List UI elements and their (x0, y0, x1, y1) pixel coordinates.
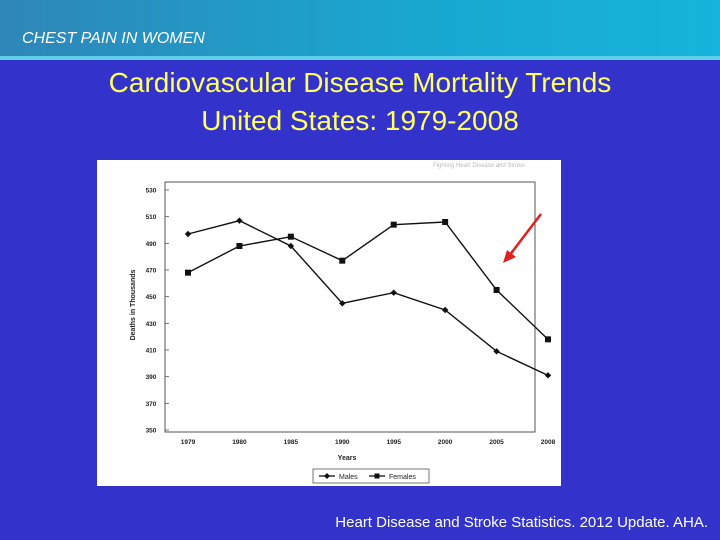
x-axis: 1979 1980 1985 1990 1995 2000 2005 2008 (181, 439, 556, 446)
y-axis: 530 510 490 470 450 430 410 390 370 350 (146, 188, 169, 435)
data-point-males (339, 300, 346, 307)
x-tick-label: 2008 (541, 439, 556, 446)
y-tick-label: 370 (146, 401, 157, 408)
y-tick-label: 510 (146, 214, 157, 221)
y-tick-label: 430 (146, 321, 157, 328)
title-line-1: Cardiovascular Disease Mortality Trends (108, 67, 612, 98)
y-tick-label: 450 (146, 294, 157, 301)
x-tick-label: 1985 (284, 439, 299, 446)
header-label: CHEST PAIN IN WOMEN (22, 30, 205, 47)
x-tick-label: 2005 (489, 439, 504, 446)
legend-label-females: Females (389, 474, 416, 481)
x-tick-label: 1979 (181, 439, 196, 446)
legend-marker-males (324, 473, 330, 479)
title-line-2: United States: 1979-2008 (201, 105, 519, 136)
y-tick-label: 470 (146, 268, 157, 275)
data-point-males (493, 348, 500, 355)
arrow-head (503, 250, 516, 263)
arrow-shaft (508, 213, 542, 257)
data-point-females (390, 221, 397, 228)
series-layer (184, 217, 552, 379)
plot-frame (164, 181, 536, 433)
data-point-males (184, 230, 192, 238)
data-point-females (442, 219, 449, 225)
data-point-males (441, 306, 449, 314)
x-axis-label: Years (338, 455, 357, 462)
data-point-males (390, 289, 397, 296)
header-bar (0, 0, 720, 56)
series-line-males (187, 219, 549, 376)
series-line-females (187, 221, 549, 340)
x-tick-label: 1980 (232, 439, 247, 446)
header-rule (0, 56, 720, 60)
data-point-males (236, 217, 243, 224)
slide-title: Cardiovascular Disease Mortality Trends … (0, 64, 720, 140)
red-arrow-annotation (503, 213, 542, 263)
data-point-females (339, 257, 346, 264)
legend-label-males: Males (339, 474, 358, 481)
y-tick-label: 490 (146, 241, 157, 248)
chart-panel: Fighting Heart Disease and Stroke 530 510… (97, 160, 561, 486)
data-point-females (545, 336, 551, 343)
data-point-females (493, 287, 500, 293)
y-tick-label: 350 (146, 428, 157, 435)
y-axis-label: Deaths in Thousands (130, 270, 137, 341)
chart-caption: Fighting Heart Disease and Stroke (433, 163, 525, 169)
data-point-females (236, 243, 243, 249)
y-tick-label: 390 (146, 374, 157, 381)
x-tick-label: 1990 (335, 439, 350, 446)
data-point-males (544, 372, 552, 379)
mortality-chart: Fighting Heart Disease and Stroke 530 510… (130, 163, 556, 484)
legend: Males Females (312, 468, 430, 484)
x-tick-label: 1995 (386, 439, 401, 446)
citation: Heart Disease and Stroke Statistics. 201… (335, 514, 708, 531)
y-tick-label: 410 (146, 348, 157, 355)
legend-marker-females (374, 473, 380, 479)
y-tick-label: 530 (146, 188, 157, 195)
data-point-females (185, 269, 191, 276)
data-point-females (287, 233, 294, 240)
x-tick-label: 2000 (438, 439, 453, 446)
